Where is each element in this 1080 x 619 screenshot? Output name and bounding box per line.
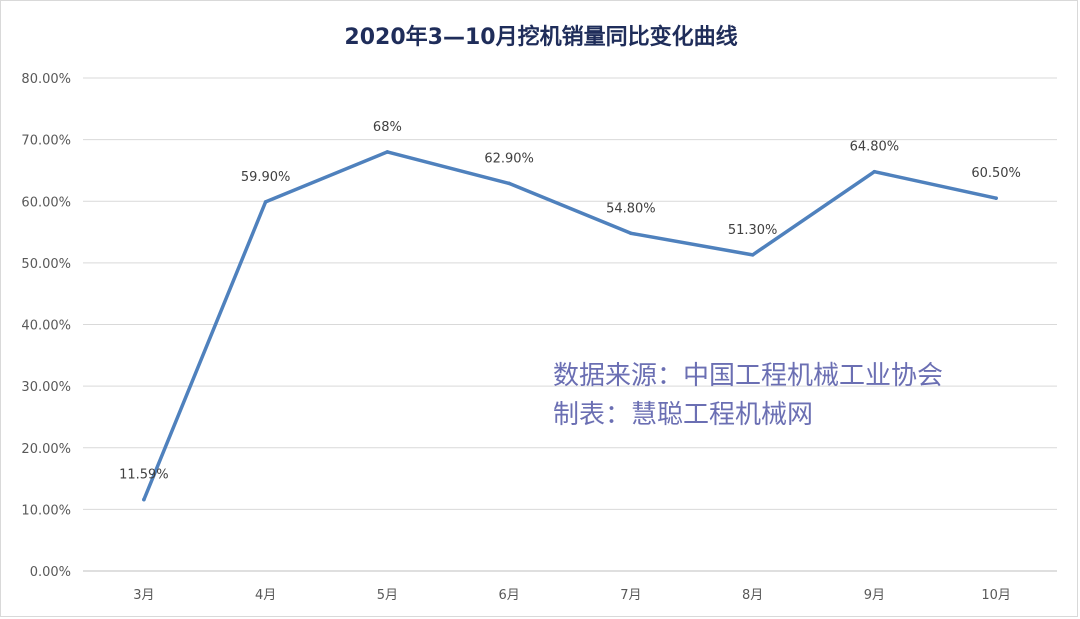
y-axis-ticks: 0.00% 10.00% 20.00% 30.00% 40.00% 50.00% 60.00… — [21, 72, 71, 580]
data-label: 59.90% — [241, 170, 291, 185]
data-label: 51.30% — [728, 223, 778, 238]
data-label: 64.80% — [850, 140, 900, 155]
data-point — [142, 497, 146, 502]
author-annotation: 制表：慧聪工程机械网 — [553, 400, 813, 430]
data-point — [629, 231, 633, 236]
data-point — [872, 169, 877, 174]
data-label: 54.80% — [606, 201, 656, 216]
x-tick-label: 4月 — [255, 588, 276, 603]
y-tick-label: 0.00% — [30, 565, 71, 580]
data-point — [994, 196, 998, 200]
data-label: 62.90% — [484, 151, 534, 166]
x-tick-label: 9月 — [864, 588, 885, 603]
data-point — [263, 200, 268, 204]
y-tick-label: 60.00% — [21, 195, 71, 210]
gridlines — [83, 77, 1057, 572]
y-tick-label: 10.00% — [21, 503, 71, 518]
x-tick-label: 7月 — [620, 588, 641, 603]
x-tick-label: 8月 — [742, 588, 763, 603]
chart-title: 2020年3—10月挖机销量同比变化曲线 — [344, 24, 737, 50]
data-labels: 11.59% 59.90% 68% 62.90% 54.80% 51.30% 64.80% 6… — [119, 120, 1021, 483]
y-tick-label: 40.00% — [21, 319, 71, 334]
data-label: 60.50% — [971, 166, 1021, 181]
y-tick-label: 80.00% — [21, 72, 71, 87]
y-tick-label: 50.00% — [21, 257, 71, 272]
series-line — [142, 150, 998, 502]
data-label: 68% — [373, 120, 402, 135]
x-tick-label: 6月 — [498, 588, 519, 603]
data-point — [750, 253, 755, 257]
x-tick-label: 3月 — [133, 588, 154, 603]
source-annotation: 数据来源：中国工程机械工业协会 — [553, 361, 943, 391]
series-layer — [142, 150, 998, 502]
data-label: 11.59% — [119, 468, 169, 483]
data-point — [385, 150, 390, 154]
y-tick-label: 30.00% — [21, 380, 71, 395]
x-axis-ticks: 3月 4月 5月 6月 7月 8月 9月 10月 — [133, 588, 1011, 603]
x-tick-label: 5月 — [377, 588, 398, 603]
y-tick-label: 20.00% — [21, 442, 71, 457]
data-point — [507, 181, 511, 186]
y-tick-label: 70.00% — [21, 134, 71, 149]
x-tick-label: 10月 — [981, 588, 1011, 603]
